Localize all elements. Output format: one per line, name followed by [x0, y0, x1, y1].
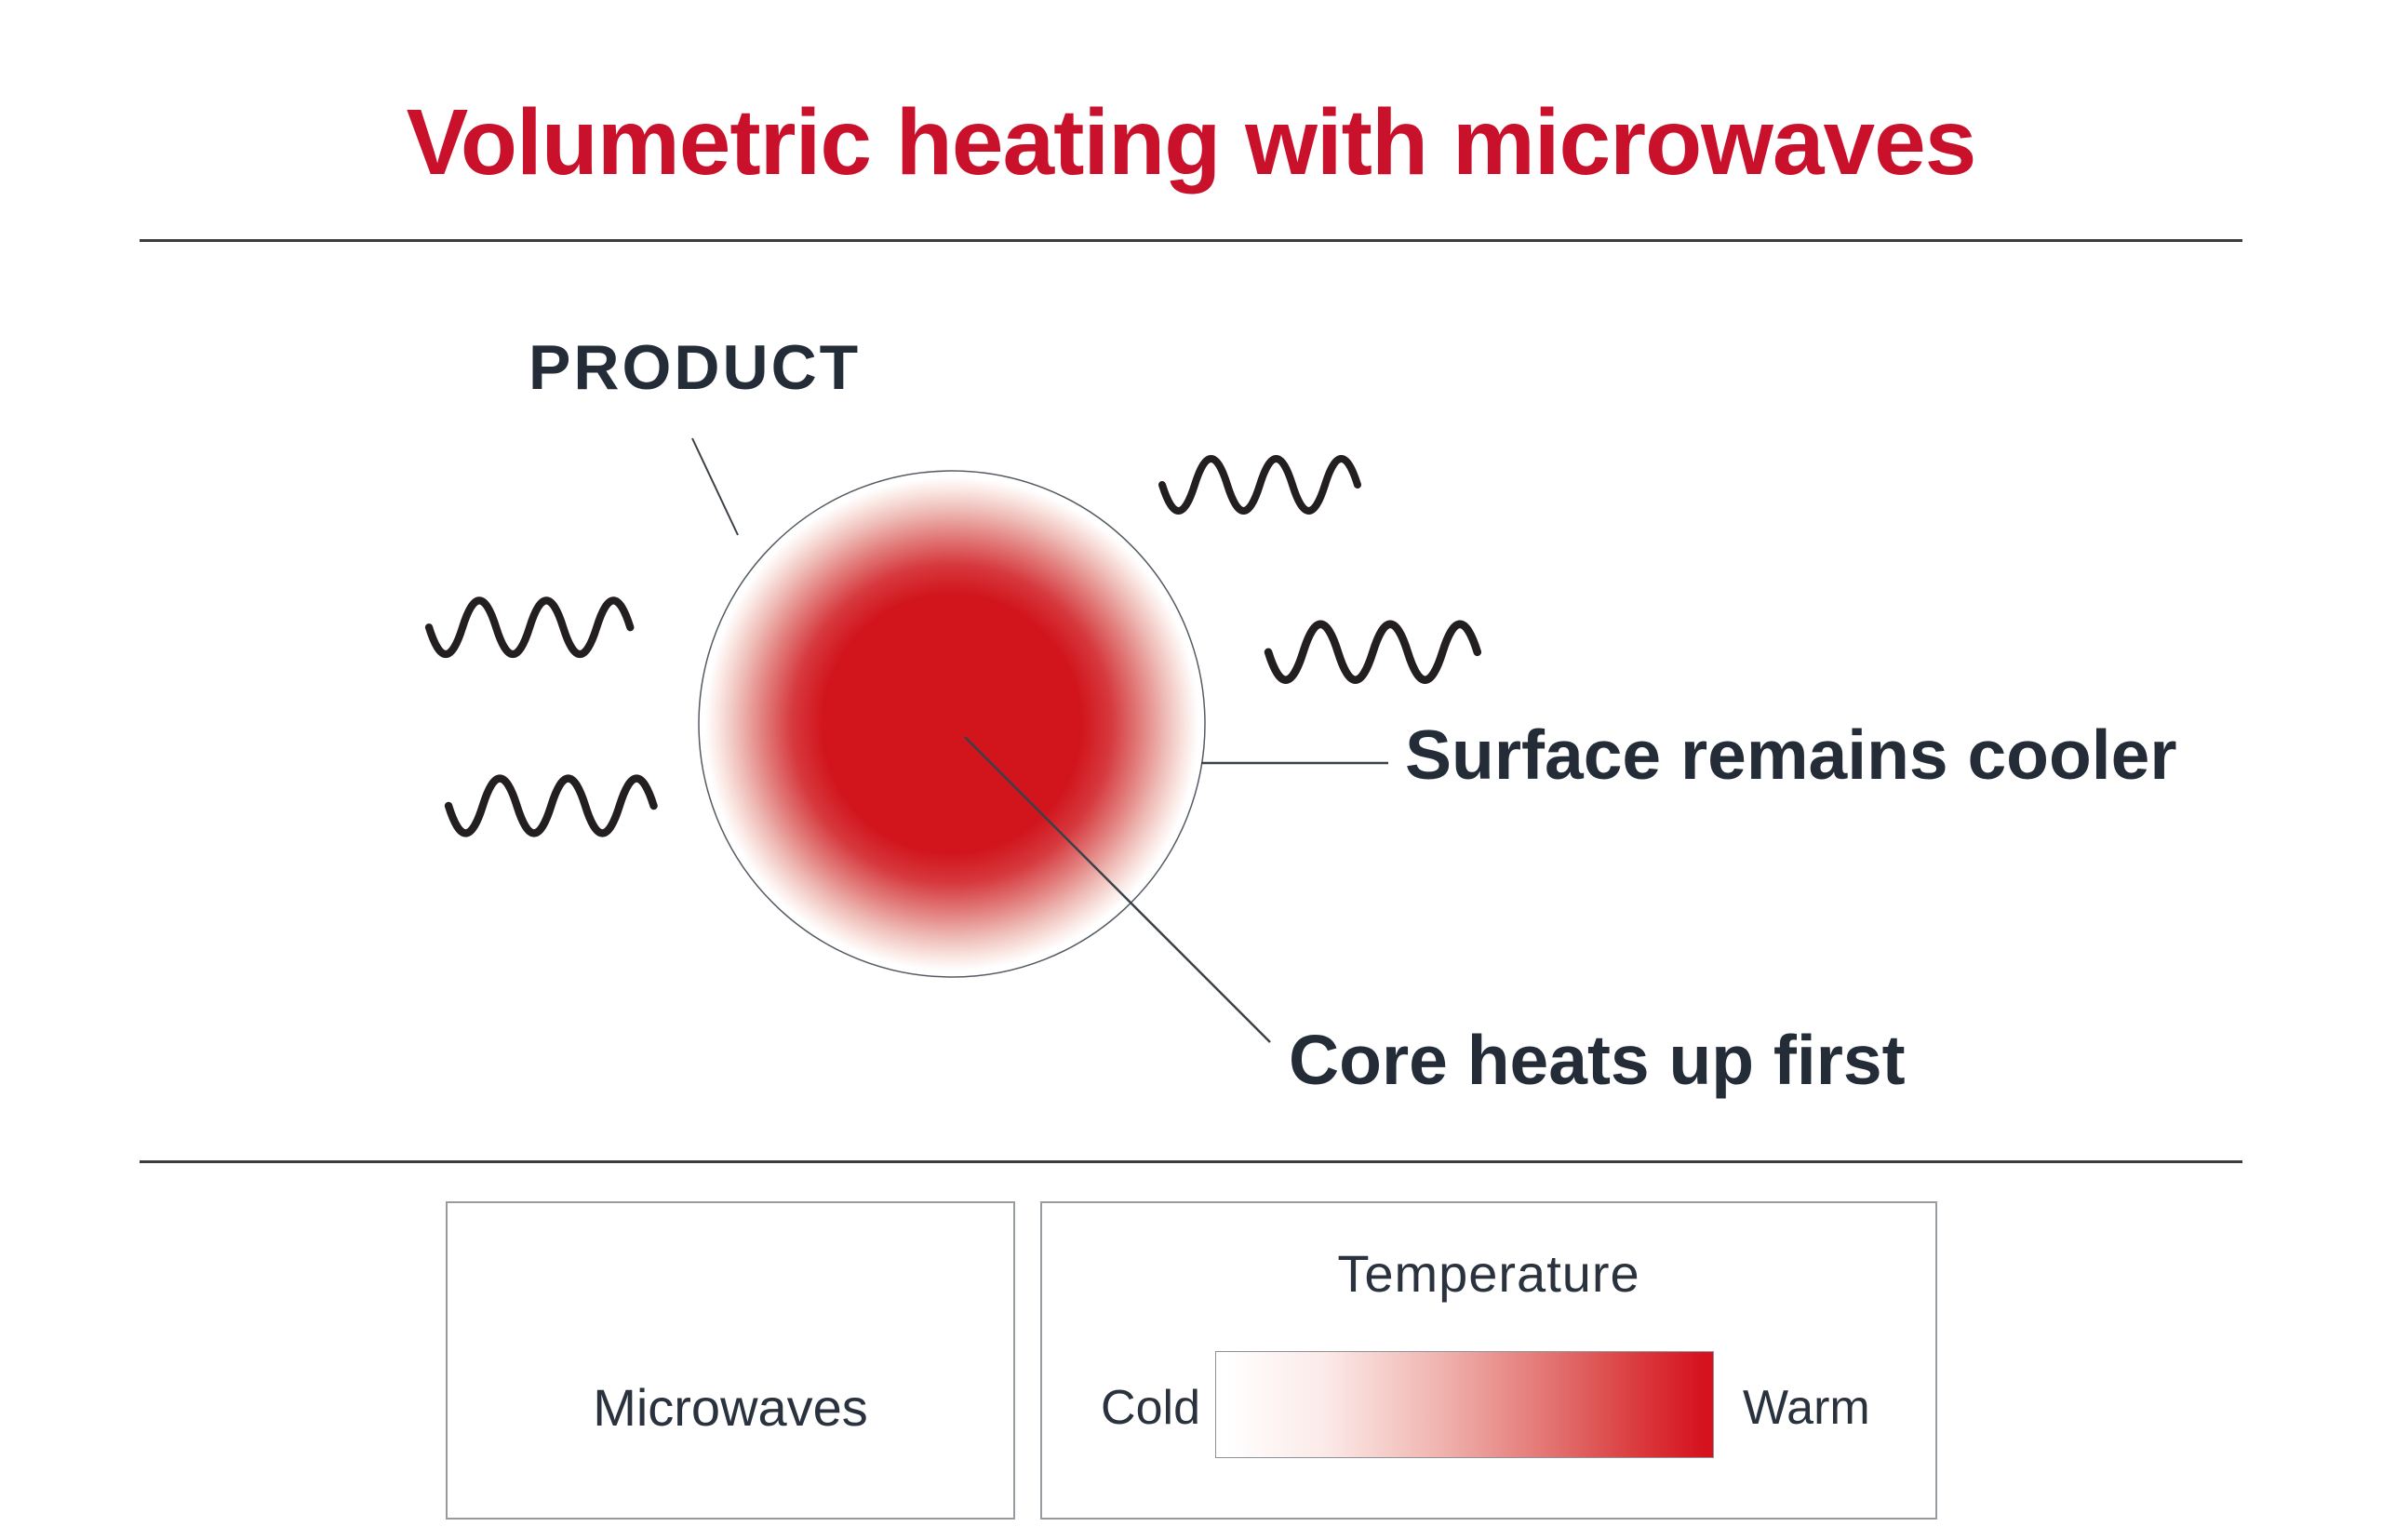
- product-leader-line: [691, 437, 739, 536]
- bottom-divider: [140, 1160, 2242, 1163]
- microwave-wave-left-lower-icon: [448, 779, 654, 834]
- core-leader-line: [964, 736, 1271, 1043]
- microwave-wave-right-icon: [1268, 624, 1478, 680]
- legend-microwaves-box: [446, 1201, 1015, 1520]
- temperature-gradient-bar: [1215, 1351, 1714, 1458]
- surface-label: Surface remains cooler: [1405, 716, 2177, 794]
- core-label: Core heats up first: [1289, 1021, 1906, 1099]
- microwave-wave-left-upper-icon: [429, 600, 630, 654]
- sphere-outline: [698, 470, 1206, 978]
- cold-label: Cold: [1101, 1381, 1200, 1435]
- legend-temperature-title: Temperature: [1337, 1244, 1640, 1303]
- page-title: Volumetric heating with microwaves: [406, 90, 1977, 194]
- top-divider: [140, 239, 2242, 242]
- product-label: PRODUCT: [529, 332, 862, 403]
- warm-label: Warm: [1743, 1381, 1870, 1435]
- microwave-wave-top-right-icon: [1162, 459, 1358, 511]
- legend-microwaves-label: Microwaves: [593, 1378, 868, 1437]
